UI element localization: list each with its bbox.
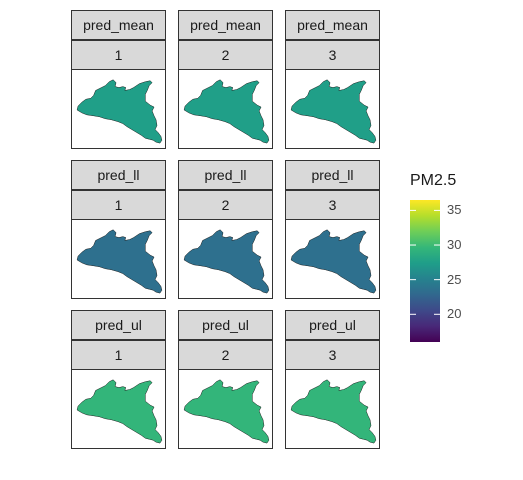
map-plot-area [71, 69, 166, 149]
region-shape [183, 79, 270, 144]
facet-strip-variable: pred_mean [285, 10, 380, 40]
map-svg [76, 79, 163, 144]
map-plot-area [178, 369, 273, 449]
colorbar-tick-label: 35 [447, 202, 462, 218]
map-plot-area [178, 69, 273, 149]
facet-strip-variable: pred_mean [178, 10, 273, 40]
facet-strip-index: 2 [178, 190, 273, 220]
facet-strip-variable: pred_ll [285, 160, 380, 190]
facet-strip-variable: pred_ul [285, 310, 380, 340]
legend: PM2.5 20 25 30 35 [410, 170, 500, 350]
region-shape [76, 379, 163, 444]
legend-title: PM2.5 [410, 172, 457, 189]
map-svg [183, 379, 270, 444]
facet-panel-pred_ul-2: pred_ul 2 [178, 300, 273, 449]
facet-panel-pred_mean-2: pred_mean 2 [178, 0, 273, 149]
facet-panel-pred_ul-1: pred_ul 1 [71, 300, 166, 449]
colorbar-tick-label: 25 [447, 271, 462, 287]
facet-strip-variable: pred_ul [71, 310, 166, 340]
facet-strip-variable: pred_ll [71, 160, 166, 190]
region-shape [290, 229, 377, 294]
facet-panel-pred_ll-2: pred_ll 2 [178, 150, 273, 299]
region-shape [183, 379, 270, 444]
region-shape [76, 79, 163, 144]
facet-strip-variable: pred_ul [178, 310, 273, 340]
map-svg [290, 379, 377, 444]
map-plot-area [178, 219, 273, 299]
facet-strip-index: 1 [71, 340, 166, 370]
map-plot-area [285, 369, 380, 449]
map-plot-area [285, 219, 380, 299]
colorbar-tick-label: 30 [447, 237, 462, 253]
map-plot-area [71, 369, 166, 449]
colorbar-tick-label: 20 [447, 306, 462, 322]
map-plot-area [285, 69, 380, 149]
map-svg [183, 229, 270, 294]
map-svg [290, 229, 377, 294]
facet-panel-pred_mean-3: pred_mean 3 [285, 0, 380, 149]
facet-panel-pred_ll-1: pred_ll 1 [71, 150, 166, 299]
facet-strip-index: 1 [71, 190, 166, 220]
map-svg [76, 229, 163, 294]
colorbar-gradient [410, 200, 440, 342]
map-svg [183, 79, 270, 144]
facet-strip-index: 2 [178, 40, 273, 70]
region-shape [290, 79, 377, 144]
facet-panel-pred_ll-3: pred_ll 3 [285, 150, 380, 299]
map-plot-area [71, 219, 166, 299]
facet-strip-index: 3 [285, 190, 380, 220]
facet-strip-index: 3 [285, 40, 380, 70]
facet-strip-variable: pred_ll [178, 160, 273, 190]
map-svg [290, 79, 377, 144]
facet-strip-variable: pred_mean [71, 10, 166, 40]
colorbar [410, 200, 440, 342]
facet-strip-index: 3 [285, 340, 380, 370]
region-shape [183, 229, 270, 294]
facet-strip-index: 2 [178, 340, 273, 370]
region-shape [76, 229, 163, 294]
map-svg [76, 379, 163, 444]
facet-strip-index: 1 [71, 40, 166, 70]
facet-panel-pred_mean-1: pred_mean 1 [71, 0, 166, 149]
region-shape [290, 379, 377, 444]
facet-panel-pred_ul-3: pred_ul 3 [285, 300, 380, 449]
